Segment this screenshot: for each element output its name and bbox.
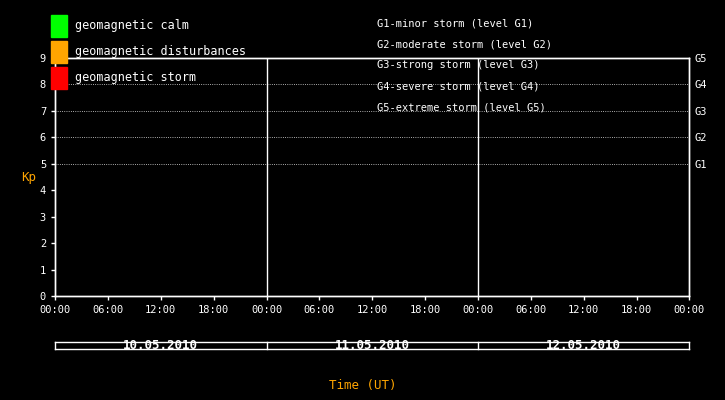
Text: geomagnetic disturbances: geomagnetic disturbances — [75, 46, 246, 58]
Text: G2-moderate storm (level G2): G2-moderate storm (level G2) — [377, 39, 552, 49]
Text: G4-severe storm (level G4): G4-severe storm (level G4) — [377, 82, 539, 92]
Text: geomagnetic calm: geomagnetic calm — [75, 20, 189, 32]
Text: Time (UT): Time (UT) — [328, 379, 397, 392]
Text: 11.05.2010: 11.05.2010 — [335, 339, 410, 352]
Text: G1-minor storm (level G1): G1-minor storm (level G1) — [377, 18, 534, 28]
Text: G5-extreme storm (level G5): G5-extreme storm (level G5) — [377, 103, 546, 113]
Text: 12.05.2010: 12.05.2010 — [546, 339, 621, 352]
Text: geomagnetic storm: geomagnetic storm — [75, 72, 196, 84]
Text: G3-strong storm (level G3): G3-strong storm (level G3) — [377, 60, 539, 70]
Y-axis label: Kp: Kp — [21, 170, 36, 184]
Text: 10.05.2010: 10.05.2010 — [123, 339, 199, 352]
